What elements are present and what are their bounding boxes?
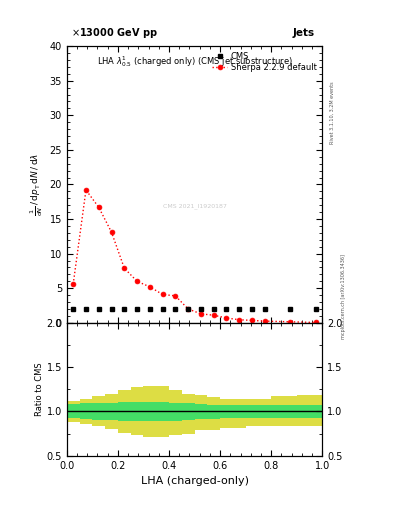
Bar bbox=[105, 402, 118, 420]
Bar bbox=[131, 401, 143, 421]
Bar bbox=[259, 399, 271, 426]
Sherpa 2.2.9 default bbox=[288, 319, 293, 325]
Bar bbox=[208, 397, 220, 430]
Text: LHA $\lambda^{1}_{0.5}$ (charged only) (CMS jet substructure): LHA $\lambda^{1}_{0.5}$ (charged only) (… bbox=[97, 54, 292, 69]
CMS bbox=[288, 306, 293, 312]
CMS bbox=[314, 306, 318, 312]
CMS bbox=[122, 306, 127, 312]
CMS bbox=[263, 306, 267, 312]
CMS bbox=[186, 306, 191, 312]
Bar bbox=[143, 386, 156, 437]
Y-axis label: Ratio to CMS: Ratio to CMS bbox=[35, 362, 44, 416]
Sherpa 2.2.9 default bbox=[122, 265, 127, 271]
CMS bbox=[135, 306, 140, 312]
CMS bbox=[71, 306, 75, 312]
Bar bbox=[233, 399, 246, 428]
Bar bbox=[233, 405, 246, 418]
Sherpa 2.2.9 default bbox=[186, 306, 191, 312]
Line: CMS: CMS bbox=[71, 307, 318, 311]
Sherpa 2.2.9 default bbox=[84, 187, 88, 193]
Bar bbox=[118, 390, 131, 433]
CMS bbox=[147, 306, 152, 312]
CMS bbox=[224, 306, 229, 312]
X-axis label: LHA (charged-only): LHA (charged-only) bbox=[141, 476, 248, 486]
CMS bbox=[250, 306, 254, 312]
Sherpa 2.2.9 default bbox=[173, 293, 178, 299]
Bar bbox=[80, 399, 92, 424]
CMS bbox=[84, 306, 88, 312]
Sherpa 2.2.9 default bbox=[250, 317, 254, 324]
Bar bbox=[259, 405, 271, 418]
Bar bbox=[156, 401, 169, 421]
Sherpa 2.2.9 default bbox=[147, 284, 152, 290]
CMS bbox=[109, 306, 114, 312]
Bar bbox=[105, 394, 118, 429]
Text: Rivet 3.1.10, 3.2M events: Rivet 3.1.10, 3.2M events bbox=[330, 81, 334, 144]
Text: CMS 2021_I1920187: CMS 2021_I1920187 bbox=[163, 204, 226, 209]
Bar bbox=[271, 405, 297, 418]
Line: Sherpa 2.2.9 default: Sherpa 2.2.9 default bbox=[71, 187, 318, 325]
Sherpa 2.2.9 default bbox=[71, 281, 75, 287]
Sherpa 2.2.9 default bbox=[160, 291, 165, 297]
CMS bbox=[173, 306, 178, 312]
Sherpa 2.2.9 default bbox=[237, 316, 242, 323]
Legend: CMS, Sherpa 2.2.9 default: CMS, Sherpa 2.2.9 default bbox=[211, 50, 318, 74]
CMS bbox=[198, 306, 203, 312]
Sherpa 2.2.9 default bbox=[96, 204, 101, 210]
Bar bbox=[182, 403, 195, 420]
Sherpa 2.2.9 default bbox=[263, 318, 267, 324]
Bar bbox=[131, 388, 143, 435]
Text: mcplots.cern.ch [arXiv:1306.3436]: mcplots.cern.ch [arXiv:1306.3436] bbox=[342, 254, 346, 339]
Bar bbox=[220, 405, 233, 418]
Bar bbox=[143, 401, 156, 421]
Sherpa 2.2.9 default bbox=[211, 312, 216, 318]
Bar bbox=[169, 402, 182, 421]
Bar bbox=[92, 402, 105, 420]
Y-axis label: $\frac{1}{\mathrm{d}N}\,/\,\mathrm{d}p_{\mathrm{T}}\,\mathrm{d}N\,/\,\mathrm{d}\: $\frac{1}{\mathrm{d}N}\,/\,\mathrm{d}p_{… bbox=[29, 153, 45, 216]
CMS bbox=[160, 306, 165, 312]
Bar bbox=[195, 404, 208, 419]
Bar bbox=[220, 399, 233, 428]
Bar bbox=[246, 399, 259, 426]
Bar bbox=[246, 405, 259, 418]
Bar bbox=[208, 405, 220, 419]
Sherpa 2.2.9 default bbox=[198, 311, 203, 317]
Bar bbox=[182, 394, 195, 434]
Bar bbox=[271, 396, 297, 426]
Bar bbox=[92, 396, 105, 426]
Bar bbox=[195, 395, 208, 430]
Bar bbox=[297, 395, 322, 426]
Text: Jets: Jets bbox=[292, 28, 314, 38]
CMS bbox=[211, 306, 216, 312]
Sherpa 2.2.9 default bbox=[314, 319, 318, 326]
Bar bbox=[297, 405, 322, 418]
Sherpa 2.2.9 default bbox=[109, 229, 114, 236]
Bar bbox=[67, 401, 80, 422]
Sherpa 2.2.9 default bbox=[135, 278, 140, 284]
Bar bbox=[80, 403, 92, 419]
CMS bbox=[96, 306, 101, 312]
Text: $\times$13000 GeV pp: $\times$13000 GeV pp bbox=[71, 26, 157, 40]
Sherpa 2.2.9 default bbox=[224, 315, 229, 321]
Bar bbox=[156, 386, 169, 437]
Bar bbox=[169, 390, 182, 435]
Bar bbox=[67, 404, 80, 418]
CMS bbox=[237, 306, 242, 312]
Bar bbox=[118, 401, 131, 421]
